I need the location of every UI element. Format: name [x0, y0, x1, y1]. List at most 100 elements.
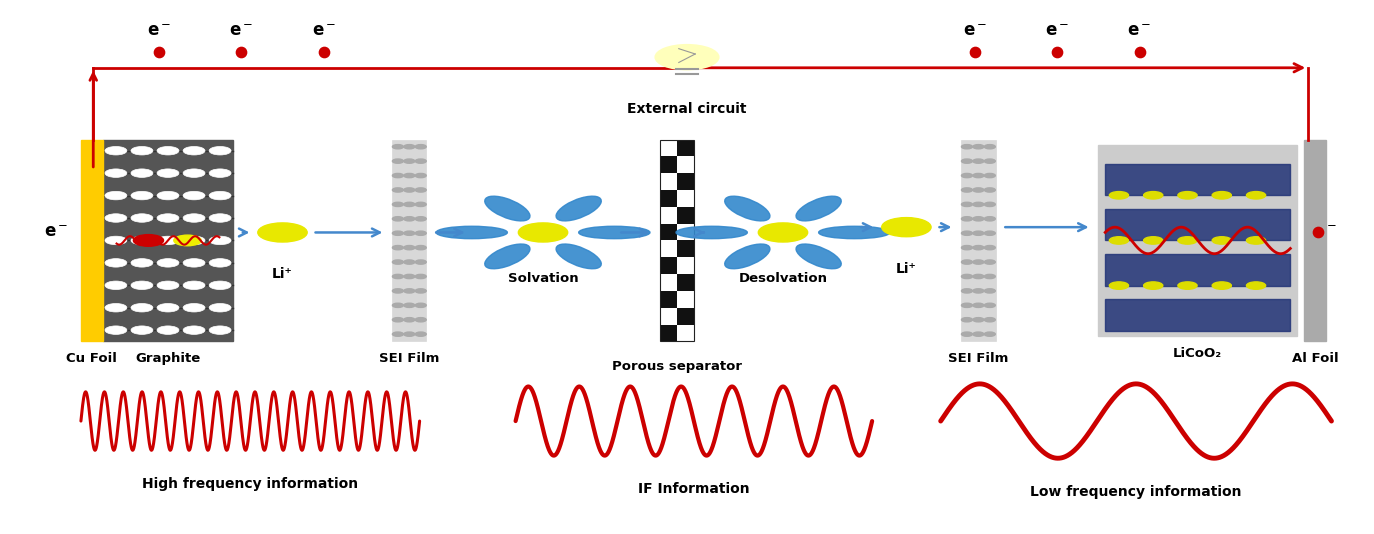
Circle shape — [984, 303, 995, 308]
Bar — [660, 308, 677, 325]
Text: Desolvation: Desolvation — [738, 272, 827, 285]
Circle shape — [415, 159, 426, 163]
Ellipse shape — [819, 226, 890, 239]
Circle shape — [415, 332, 426, 336]
Bar — [962, 139, 996, 341]
Circle shape — [962, 289, 973, 293]
Circle shape — [973, 303, 984, 308]
Ellipse shape — [556, 244, 602, 269]
Circle shape — [984, 188, 995, 192]
Circle shape — [1143, 237, 1162, 244]
Circle shape — [1178, 282, 1197, 289]
Bar — [677, 308, 694, 325]
Circle shape — [404, 188, 415, 192]
Circle shape — [973, 217, 984, 221]
Point — [231, 48, 253, 56]
Bar — [1105, 254, 1290, 286]
Bar — [677, 207, 694, 224]
Ellipse shape — [724, 196, 769, 221]
Bar — [660, 139, 694, 341]
Circle shape — [157, 169, 179, 177]
Circle shape — [393, 174, 404, 178]
Circle shape — [415, 202, 426, 207]
Ellipse shape — [578, 226, 650, 239]
Circle shape — [104, 214, 126, 222]
Point — [1046, 48, 1068, 56]
Text: SEI Film: SEI Film — [948, 352, 1009, 365]
Circle shape — [209, 236, 231, 245]
Circle shape — [962, 246, 973, 250]
Circle shape — [1109, 237, 1128, 244]
Circle shape — [1246, 237, 1265, 244]
Bar — [660, 325, 677, 341]
Circle shape — [973, 188, 984, 192]
Circle shape — [157, 191, 179, 200]
Text: Low frequency information: Low frequency information — [1030, 485, 1242, 499]
Circle shape — [104, 169, 126, 177]
Circle shape — [404, 332, 415, 336]
Point — [1307, 228, 1329, 237]
Circle shape — [258, 223, 308, 242]
Circle shape — [984, 274, 995, 279]
Circle shape — [183, 281, 205, 289]
Circle shape — [655, 45, 719, 69]
Circle shape — [962, 318, 973, 322]
Bar — [1105, 164, 1290, 195]
Circle shape — [131, 169, 153, 177]
Text: High frequency information: High frequency information — [142, 477, 359, 491]
Circle shape — [183, 326, 205, 334]
Circle shape — [393, 231, 404, 235]
Circle shape — [415, 188, 426, 192]
Circle shape — [131, 191, 153, 200]
Text: $\mathbf{e}^-$: $\mathbf{e}^-$ — [229, 21, 253, 40]
Circle shape — [183, 236, 205, 245]
Circle shape — [104, 146, 126, 155]
Text: Solvation: Solvation — [508, 272, 578, 285]
Bar — [1304, 139, 1326, 341]
Bar — [1105, 209, 1290, 240]
Bar — [392, 139, 426, 341]
Bar — [660, 139, 677, 156]
Circle shape — [973, 202, 984, 207]
Circle shape — [393, 246, 404, 250]
Circle shape — [104, 303, 126, 312]
Circle shape — [393, 274, 404, 279]
Bar — [677, 190, 694, 207]
Circle shape — [131, 281, 153, 289]
Circle shape — [973, 174, 984, 178]
Circle shape — [984, 289, 995, 293]
Ellipse shape — [676, 226, 747, 239]
Circle shape — [104, 258, 126, 267]
Text: Porous separator: Porous separator — [611, 360, 742, 373]
Circle shape — [393, 332, 404, 336]
Text: External circuit: External circuit — [628, 103, 746, 116]
Circle shape — [209, 303, 231, 312]
Circle shape — [962, 145, 973, 149]
Circle shape — [962, 188, 973, 192]
Circle shape — [962, 303, 973, 308]
Circle shape — [209, 146, 231, 155]
Circle shape — [1143, 282, 1162, 289]
Circle shape — [209, 258, 231, 267]
Text: $\mathbf{e}^-$: $\mathbf{e}^-$ — [963, 21, 987, 40]
Text: Li⁺: Li⁺ — [896, 262, 916, 276]
Circle shape — [131, 258, 153, 267]
Bar — [677, 257, 694, 274]
Circle shape — [157, 326, 179, 334]
Circle shape — [393, 217, 404, 221]
Circle shape — [404, 174, 415, 178]
Circle shape — [415, 217, 426, 221]
Bar — [660, 156, 677, 173]
Circle shape — [183, 169, 205, 177]
Bar — [660, 207, 677, 224]
Circle shape — [157, 214, 179, 222]
Circle shape — [984, 332, 995, 336]
Text: SEI Film: SEI Film — [379, 352, 440, 365]
Circle shape — [157, 303, 179, 312]
Circle shape — [415, 289, 426, 293]
Circle shape — [973, 260, 984, 264]
Circle shape — [157, 281, 179, 289]
Circle shape — [973, 231, 984, 235]
Bar — [677, 173, 694, 190]
Circle shape — [104, 236, 126, 245]
